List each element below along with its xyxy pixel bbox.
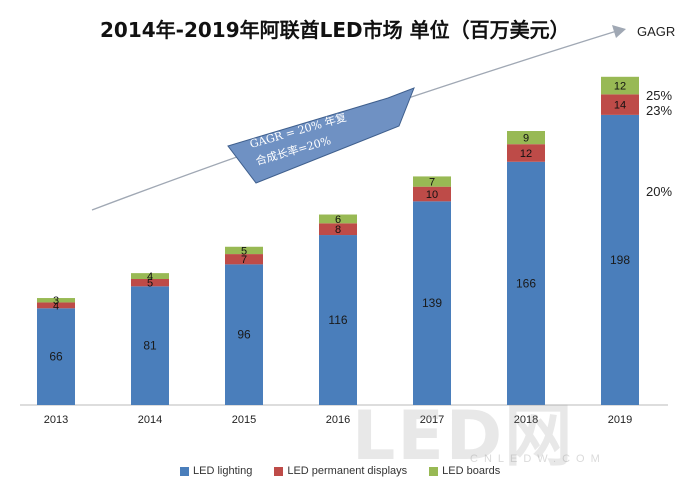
data-label-boards-2018: 9	[523, 133, 529, 145]
bar-lighting-2016	[319, 235, 357, 405]
bar-boards-2017	[413, 176, 451, 187]
data-label-lighting-2018: 166	[516, 276, 536, 290]
legend-item-boards: LED boards	[429, 465, 500, 477]
x-tick-2016: 2016	[326, 414, 350, 426]
data-label-displays-2019: 14	[614, 100, 626, 112]
bar-displays-2016	[319, 223, 357, 236]
legend-swatch-displays	[274, 466, 284, 476]
data-label-displays-2016: 8	[335, 224, 341, 236]
x-tick-2014: 2014	[138, 414, 162, 426]
data-label-lighting-2014: 81	[143, 339, 157, 353]
data-label-boards-2013: 3	[53, 295, 59, 307]
bar-lighting-2015	[225, 264, 263, 405]
bar-displays-2015	[225, 254, 263, 265]
bar-lighting-2013	[37, 308, 75, 405]
data-label-boards-2017: 7	[429, 177, 435, 189]
legend: LED lighting LED permanent displays LED …	[180, 465, 500, 477]
x-tick-2019: 2019	[608, 414, 632, 426]
x-tick-2018: 2018	[514, 414, 538, 426]
legend-item-lighting: LED lighting	[180, 465, 252, 477]
bar-boards-2013	[37, 298, 75, 303]
x-tick-2017: 2017	[420, 414, 444, 426]
bar-displays-2018	[507, 144, 545, 162]
gagr-displays: 23%	[646, 103, 673, 118]
bar-displays-2013	[37, 302, 75, 309]
data-label-boards-2014: 4	[147, 271, 153, 283]
chart-title: 2014年-2019年阿联酋LED市场 单位（百万美元）	[100, 18, 570, 42]
data-label-boards-2015: 5	[241, 245, 247, 257]
legend-label-boards: LED boards	[442, 465, 501, 477]
bar-displays-2017	[413, 186, 451, 202]
gagr-boards: 25%	[646, 88, 673, 103]
growth-arrow: GAGR = 20% 年复 合成长率=20%	[91, 25, 626, 211]
data-label-displays-2015: 7	[241, 254, 247, 266]
x-tick-2013: 2013	[44, 414, 68, 426]
watermark-url: CNLEDW.COM	[470, 453, 606, 465]
gagr-header: GAGR	[637, 24, 676, 39]
bar-displays-2019	[601, 94, 639, 115]
data-label-lighting-2017: 139	[422, 296, 442, 310]
bar-lighting-2019	[601, 114, 639, 405]
data-label-lighting-2016: 116	[328, 313, 347, 327]
legend-swatch-boards	[429, 466, 439, 476]
data-label-displays-2014: 5	[147, 278, 153, 290]
x-tick-2015: 2015	[232, 414, 256, 426]
data-label-displays-2018: 12	[520, 148, 532, 160]
legend-item-displays: LED permanent displays	[274, 465, 407, 477]
bar-lighting-2014	[131, 286, 169, 405]
data-label-boards-2016: 6	[335, 214, 341, 226]
bar-boards-2019	[601, 76, 639, 95]
data-label-boards-2019: 12	[614, 81, 626, 93]
data-label-lighting-2013: 66	[49, 350, 63, 364]
bar-boards-2016	[319, 214, 357, 224]
legend-swatch-lighting	[180, 466, 189, 476]
bar-displays-2014	[131, 278, 169, 287]
bar-lighting-2018	[507, 161, 545, 405]
legend-label-displays: LED permanent displays	[287, 465, 408, 477]
gagr-lighting: 20%	[646, 184, 673, 199]
data-label-lighting-2015: 96	[237, 328, 251, 342]
bar-lighting-2017	[413, 201, 451, 405]
legend-label-lighting: LED lighting	[193, 465, 253, 477]
data-label-displays-2017: 10	[426, 189, 438, 201]
bar-boards-2018	[507, 131, 545, 145]
data-label-lighting-2019: 198	[610, 253, 630, 267]
data-label-displays-2013: 4	[53, 300, 59, 312]
bar-boards-2014	[131, 273, 169, 279]
watermark-logo: LED网	[352, 397, 575, 476]
bar-boards-2015	[225, 246, 263, 255]
stacked-bar-chart: GAGR = 20% 年复 合成长率=20% 66438154967511686…	[20, 25, 668, 426]
